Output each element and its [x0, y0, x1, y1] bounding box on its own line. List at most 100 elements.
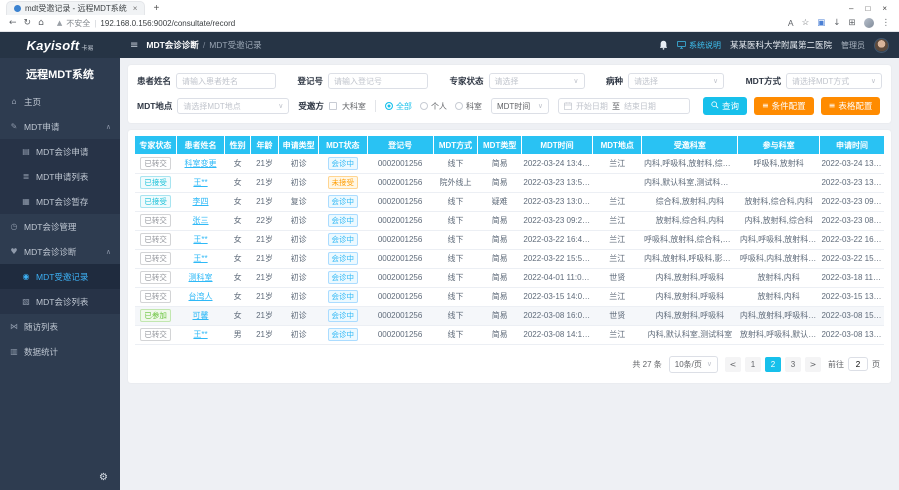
- cell-apply-time: 2022-03-23 08:49:53: [819, 211, 884, 230]
- sidebar-item-consult-list[interactable]: ▧MDT会诊列表: [0, 289, 120, 314]
- favorite-star-icon[interactable]: ☆: [802, 18, 810, 28]
- browser-menu-icon[interactable]: ⋮: [882, 18, 891, 28]
- browser-tab[interactable]: mdt受邀记录 - 远程MDT系统 ×: [6, 1, 145, 15]
- reg-no-input[interactable]: [328, 73, 428, 89]
- window-maximize-button[interactable]: □: [865, 4, 870, 13]
- app-logo[interactable]: Kayisoft 卡易: [0, 38, 120, 53]
- list-icon: ≣: [21, 172, 31, 181]
- expert-status-select[interactable]: 请选择∨: [489, 73, 585, 89]
- patient-name-link[interactable]: 王**: [193, 235, 207, 244]
- sidebar-item-stats[interactable]: ▥数据统计: [0, 339, 120, 364]
- cell-reg-no: 0002001256: [367, 287, 433, 306]
- mdt-time-select[interactable]: MDT时间 ∨: [491, 98, 549, 114]
- next-page-button[interactable]: >: [805, 357, 821, 372]
- cell-expert-status: 已转交: [135, 154, 176, 173]
- gear-icon[interactable]: ⚙: [99, 472, 108, 483]
- invitee-radio-2[interactable]: 科室: [455, 101, 482, 112]
- cell-name: 台湾人: [176, 287, 225, 306]
- invitee-radio-1[interactable]: 个人: [420, 101, 447, 112]
- cell-name: 王**: [176, 249, 225, 268]
- patient-name-link[interactable]: 李四: [193, 197, 209, 206]
- bookmark-icon[interactable]: ▣: [817, 18, 825, 28]
- patient-name-link[interactable]: 测科室: [189, 273, 213, 282]
- mdt-status-tag: 会诊中: [328, 252, 359, 265]
- button-label: 查询: [722, 100, 739, 112]
- date-end-placeholder: 结束日期: [624, 101, 656, 112]
- table-config-button[interactable]: ≡表格配置: [821, 97, 881, 115]
- user-avatar[interactable]: [874, 38, 889, 53]
- prev-page-button[interactable]: <: [725, 357, 741, 372]
- mdt-location-select[interactable]: 请选择MDT地点 ∨: [177, 98, 289, 114]
- cell-age: 21岁: [250, 325, 278, 344]
- sidebar-item-consult-manage[interactable]: ◷MDT会诊管理: [0, 214, 120, 239]
- window-minimize-button[interactable]: –: [849, 4, 853, 13]
- cell-gender: 女: [225, 306, 250, 325]
- big-department-checkbox[interactable]: [329, 102, 337, 110]
- patient-name-link[interactable]: 可馨: [193, 311, 209, 320]
- translate-icon[interactable]: A: [788, 18, 794, 28]
- patient-name-link[interactable]: 张三: [193, 216, 209, 225]
- back-icon[interactable]: ←: [9, 18, 17, 28]
- cell-gender: 女: [225, 249, 250, 268]
- home-icon[interactable]: ⌂: [38, 18, 44, 28]
- cell-expert-status: 已转交: [135, 211, 176, 230]
- patient-name-link[interactable]: 台湾人: [189, 292, 213, 301]
- logo-subtext: 卡易: [81, 43, 93, 52]
- patient-name-link[interactable]: 科室变更: [185, 159, 217, 168]
- patient-name-input[interactable]: [176, 73, 276, 89]
- goto-page-input[interactable]: [848, 357, 868, 371]
- sidebar-item-label: MDT会诊申请: [36, 146, 88, 158]
- cell-joined: 放射科,内科: [738, 287, 820, 306]
- page-button-2[interactable]: 2: [765, 357, 781, 372]
- condition-config-button[interactable]: ≡条件配置: [754, 97, 814, 115]
- page-button-1[interactable]: 1: [745, 357, 761, 372]
- sidebar-item-consult-diagnose[interactable]: ♥MDT会诊诊断∧: [0, 239, 120, 264]
- table-row: 已转交王**女21岁初诊会诊中0002001256线下简易2022-03-22 …: [135, 249, 884, 268]
- cell-expert-status: 已转交: [135, 287, 176, 306]
- sidebar-item-mdt-apply[interactable]: ✎MDT申请∧: [0, 114, 120, 139]
- sidebar-item-consult-draft[interactable]: ▦MDT会诊暂存: [0, 189, 120, 214]
- sidebar-item-home[interactable]: ⌂主页: [0, 89, 120, 114]
- cell-mdt-place: 世贤: [593, 268, 642, 287]
- new-tab-button[interactable]: +: [153, 3, 159, 15]
- download-icon[interactable]: ↓: [833, 18, 840, 28]
- invitee-radio-0[interactable]: 全部: [385, 101, 412, 112]
- disease-select[interactable]: 请选择∨: [628, 73, 724, 89]
- cell-joined: 呼吸科,放射科: [738, 154, 820, 173]
- window-close-button[interactable]: ×: [882, 4, 887, 13]
- sidebar-item-followup-list[interactable]: ⋈随访列表: [0, 314, 120, 339]
- patient-name-link[interactable]: 王**: [193, 330, 207, 339]
- query-button[interactable]: 查询: [703, 97, 747, 115]
- cell-apply-time: 2022-03-08 13:06:56: [819, 325, 884, 344]
- patient-name-link[interactable]: 王**: [193, 254, 207, 263]
- filter-label: MDT地点: [137, 100, 172, 112]
- cell-mdt-type: 疑难: [478, 192, 521, 211]
- url-field[interactable]: ▲ 不安全 | 192.168.0.156:9002/consultate/re…: [51, 18, 781, 29]
- menu-fold-icon[interactable]: ≡: [130, 40, 138, 51]
- cell-mdt-mode: 线下: [433, 192, 478, 211]
- patient-name-link[interactable]: 王**: [193, 178, 207, 187]
- sidebar-item-apply-list[interactable]: ≣MDT申请列表: [0, 164, 120, 189]
- mdt-mode-select[interactable]: 请选择MDT方式∨: [786, 73, 882, 89]
- system-help-link[interactable]: 系统说明: [677, 40, 721, 51]
- tab-favicon-icon: [14, 5, 21, 12]
- cell-gender: 女: [225, 287, 250, 306]
- cell-mdt-type: 简易: [478, 154, 521, 173]
- date-range-picker[interactable]: 开始日期 至 结束日期: [558, 98, 690, 114]
- cell-invited: 内科,放射科,呼吸科,影像科: [642, 249, 738, 268]
- expert-status-tag: 已接受: [140, 176, 171, 189]
- browser-profile-avatar[interactable]: [864, 18, 874, 28]
- cell-apply-type: 初诊: [279, 325, 319, 344]
- column-header: 受邀科室: [642, 136, 738, 154]
- tab-close-icon[interactable]: ×: [133, 4, 138, 13]
- extensions-icon[interactable]: ⊞: [848, 18, 855, 28]
- sidebar-item-invite-record[interactable]: ◉MDT受邀记录: [0, 264, 120, 289]
- sidebar-item-consult-apply[interactable]: ▤MDT会诊申请: [0, 139, 120, 164]
- filter-patient-name: 患者姓名: [137, 73, 276, 89]
- bell-icon[interactable]: [659, 40, 668, 50]
- page-button-3[interactable]: 3: [785, 357, 801, 372]
- refresh-icon[interactable]: ↻: [24, 18, 32, 28]
- cell-mdt-type: 简易: [478, 268, 521, 287]
- page-size-select[interactable]: 10条/页 ∨: [669, 356, 718, 373]
- cell-mdt-mode: 线下: [433, 325, 478, 344]
